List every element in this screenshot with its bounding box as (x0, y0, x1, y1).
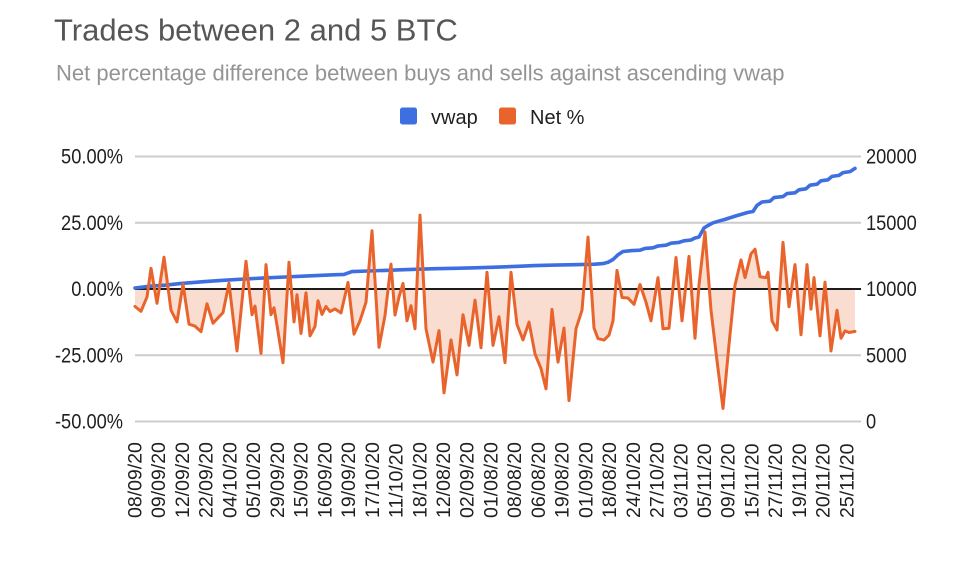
svg-text:22/09/20: 22/09/20 (196, 442, 218, 518)
svg-text:19/09/20: 19/09/20 (338, 442, 360, 518)
svg-text:10000: 10000 (866, 278, 917, 301)
svg-text:15/11/20: 15/11/20 (742, 443, 764, 518)
svg-text:24/10/20: 24/10/20 (623, 442, 645, 518)
svg-text:01/08/20: 01/08/20 (480, 442, 502, 518)
svg-text:0.00%: 0.00% (71, 278, 123, 301)
svg-text:27/10/20: 27/10/20 (647, 442, 669, 518)
svg-text:02/09/20: 02/09/20 (457, 442, 479, 518)
svg-text:08/08/20: 08/08/20 (504, 442, 526, 518)
svg-text:50.00%: 50.00% (61, 145, 123, 168)
svg-text:25.00%: 25.00% (61, 212, 123, 235)
svg-text:09/09/20: 09/09/20 (148, 442, 170, 518)
svg-text:18/08/20: 18/08/20 (599, 442, 621, 518)
svg-text:09/11/20: 09/11/20 (718, 443, 740, 518)
svg-text:16/09/20: 16/09/20 (314, 442, 336, 518)
svg-text:Net percentage difference betw: Net percentage difference between buys a… (56, 60, 785, 85)
svg-text:08/09/20: 08/09/20 (125, 442, 147, 518)
svg-text:11/10/20: 11/10/20 (386, 443, 408, 518)
svg-text:29/09/20: 29/09/20 (267, 442, 289, 518)
svg-text:27/11/20: 27/11/20 (765, 443, 787, 518)
svg-text:25/11/20: 25/11/20 (836, 443, 858, 518)
svg-text:20/11/20: 20/11/20 (813, 443, 835, 518)
svg-text:04/10/20: 04/10/20 (219, 442, 241, 518)
svg-text:20000: 20000 (866, 145, 917, 168)
svg-text:03/11/20: 03/11/20 (670, 443, 692, 518)
svg-text:19/08/20: 19/08/20 (552, 442, 574, 518)
svg-text:5000: 5000 (866, 344, 907, 367)
svg-text:12/09/20: 12/09/20 (172, 442, 194, 518)
svg-text:15000: 15000 (866, 212, 917, 235)
svg-text:-50.00%: -50.00% (55, 410, 123, 433)
svg-text:19/11/20: 19/11/20 (789, 443, 811, 518)
svg-text:Trades between 2 and 5 BTC: Trades between 2 and 5 BTC (54, 13, 458, 48)
svg-text:Net %: Net % (530, 107, 585, 129)
svg-text:0: 0 (866, 410, 876, 433)
svg-text:15/09/20: 15/09/20 (291, 442, 313, 518)
svg-text:-25.00%: -25.00% (55, 344, 123, 367)
svg-text:12/08/20: 12/08/20 (433, 442, 455, 518)
svg-text:05/11/20: 05/11/20 (694, 443, 716, 518)
svg-text:05/10/20: 05/10/20 (243, 442, 265, 518)
svg-text:06/08/20: 06/08/20 (528, 442, 550, 518)
svg-text:17/10/20: 17/10/20 (362, 442, 384, 518)
svg-text:01/09/20: 01/09/20 (575, 442, 597, 518)
svg-text:18/10/20: 18/10/20 (409, 442, 431, 518)
svg-text:vwap: vwap (431, 107, 478, 129)
